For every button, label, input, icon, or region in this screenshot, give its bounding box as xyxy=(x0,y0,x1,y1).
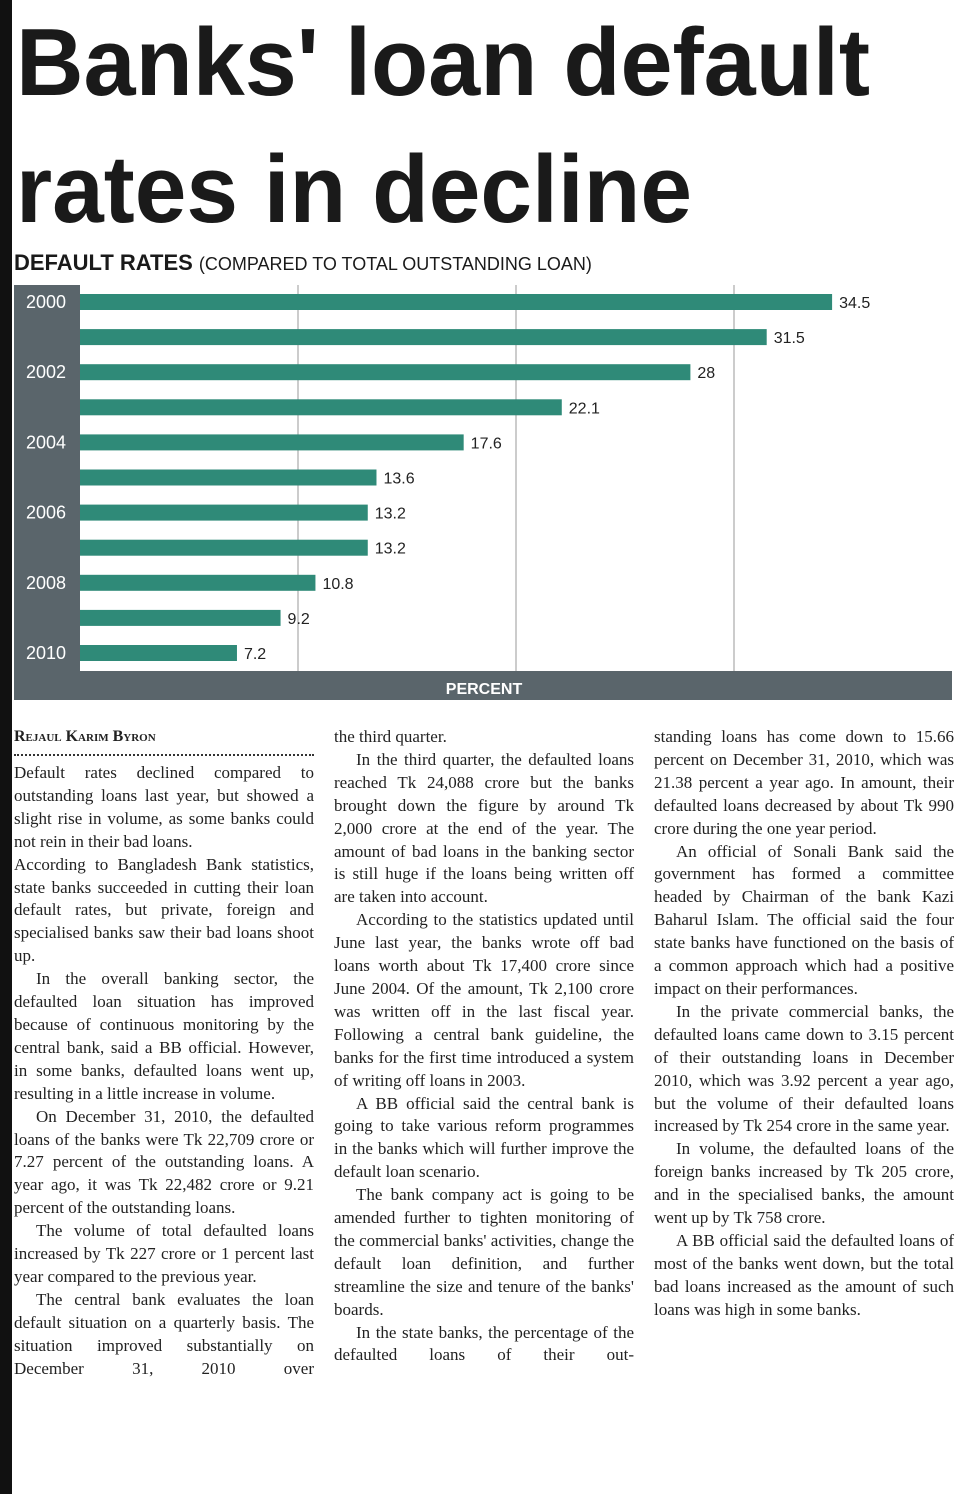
y-tick-label: 2002 xyxy=(26,362,66,382)
paragraph: The volume of total defaulted loans incr… xyxy=(14,1221,314,1286)
bar xyxy=(80,469,377,486)
bar xyxy=(80,609,281,626)
paragraph: standing loans has come down to 15.66 pe… xyxy=(654,727,954,838)
x-axis-label: PERCENT xyxy=(446,681,523,698)
paragraph: In volume, the defaulted loans of the fo… xyxy=(654,1139,954,1228)
bar xyxy=(80,364,691,381)
paragraph: In the third quarter, the defaulted loan… xyxy=(334,749,634,907)
value-label: 22.1 xyxy=(569,400,600,417)
paragraph: According to Bangladesh Bank statistics,… xyxy=(14,854,314,966)
value-label: 9.2 xyxy=(288,611,310,628)
value-label: 31.5 xyxy=(774,330,805,347)
y-tick-label: 2006 xyxy=(26,503,66,523)
headline: Banks' loan default xyxy=(16,9,870,116)
column: standing loans has come down to 15.66 pe… xyxy=(654,726,954,1322)
chart-subtitle: (COMPARED TO TOTAL OUTSTANDING LOAN) xyxy=(199,254,592,274)
value-label: 10.8 xyxy=(322,576,353,593)
paragraph: In the overall banking sector, the defau… xyxy=(14,969,314,1103)
value-label: 7.2 xyxy=(244,646,266,663)
value-label: 13.6 xyxy=(383,471,414,488)
value-label: 34.5 xyxy=(839,295,870,312)
chart-heading: DEFAULT RATES (COMPARED TO TOTAL OUTSTAND… xyxy=(14,250,592,275)
paragraph: In the state banks, the percentage of th… xyxy=(334,1322,634,1365)
y-tick-label: 2010 xyxy=(26,643,66,663)
value-label: 13.2 xyxy=(375,541,406,558)
bar xyxy=(80,504,368,521)
value-label: 17.6 xyxy=(471,435,502,452)
chart-title: DEFAULT RATES xyxy=(14,250,193,275)
paragraph: the third quarter. xyxy=(334,727,447,746)
bar xyxy=(80,645,237,661)
bar xyxy=(80,399,562,416)
paragraph: On December 31, 2010, the defaulted loan… xyxy=(14,1106,314,1218)
bar xyxy=(80,574,316,591)
paragraph: The bank company act is going to be amen… xyxy=(334,1185,634,1319)
bar xyxy=(80,434,464,451)
paragraph: Default rates declined compared to outst… xyxy=(14,763,314,851)
left-rule xyxy=(0,0,12,1494)
headline-and-chart: Banks' loan default rates in decline DEF… xyxy=(14,9,952,700)
bar xyxy=(80,294,833,310)
y-tick-label: 2000 xyxy=(26,292,66,312)
bar xyxy=(80,539,368,556)
value-label: 13.2 xyxy=(375,506,406,523)
byline: Rejaul Karim Byron xyxy=(14,726,314,756)
bar xyxy=(80,329,767,346)
column: Rejaul Karim Byron Default rates decline… xyxy=(14,726,314,1380)
value-label: 28 xyxy=(697,365,715,382)
headline: rates in decline xyxy=(16,136,692,243)
paragraph: In the private commercial banks, the def… xyxy=(654,1001,954,1136)
paragraph: A BB official said the central bank is g… xyxy=(334,1093,634,1182)
paragraph: A BB official said the defaulted loans o… xyxy=(654,1230,954,1319)
column: the third quarter. In the third quarter, … xyxy=(334,726,634,1367)
paragraph: According to the statistics updated unti… xyxy=(334,910,634,1090)
y-tick-label: 2008 xyxy=(26,573,66,593)
paragraph: An official of Sonali Bank said the gove… xyxy=(654,841,954,998)
paragraph: The central bank evaluates the loan defa… xyxy=(14,1289,314,1378)
y-tick-label: 2004 xyxy=(26,432,66,452)
